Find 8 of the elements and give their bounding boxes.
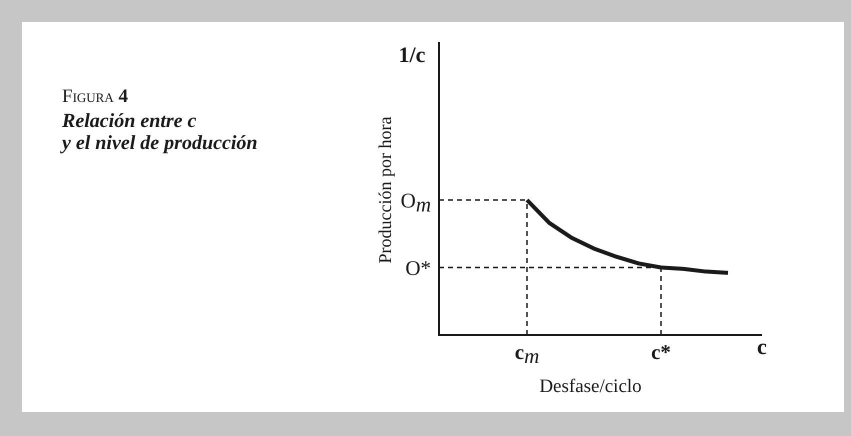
x-tick-label: c* [651,340,671,364]
text: Figura 4 [62,86,128,107]
text: 1/c [398,42,426,67]
ref-line-label: O* [405,256,431,280]
text: c [757,334,767,359]
x-axis-title: Desfase/ciclo [539,376,642,397]
text: Relación entre c y el nivel de producción [60,110,258,154]
text: Producción por hora [375,116,395,264]
